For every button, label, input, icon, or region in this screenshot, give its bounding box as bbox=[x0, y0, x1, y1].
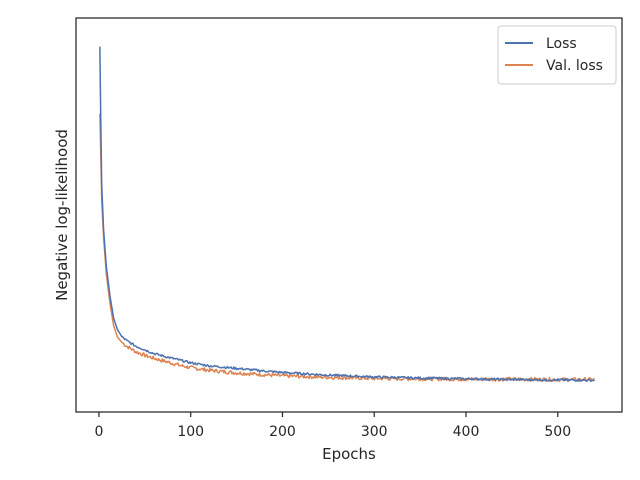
legend: Loss Val. loss bbox=[497, 25, 617, 85]
x-tick-label: 400 bbox=[453, 424, 480, 440]
legend-box bbox=[497, 25, 617, 85]
x-tick-label: 500 bbox=[544, 424, 571, 440]
x-tick-label: 200 bbox=[269, 424, 296, 440]
legend-label: Val. loss bbox=[546, 58, 603, 74]
x-tick-label: 0 bbox=[94, 424, 103, 440]
series-layer bbox=[99, 46, 595, 383]
series-line-val-loss bbox=[99, 113, 595, 383]
series-line-loss bbox=[99, 46, 595, 383]
x-tick-label: 300 bbox=[361, 424, 388, 440]
x-tick-label: 100 bbox=[177, 424, 204, 440]
x-axis: 0 100 200 300 400 500 bbox=[94, 412, 571, 440]
y-axis-title: Negative log-likelihood bbox=[53, 129, 71, 301]
plot-frame bbox=[75, 17, 623, 413]
legend-label: Loss bbox=[546, 36, 577, 52]
x-axis-title: Epochs bbox=[322, 445, 376, 463]
